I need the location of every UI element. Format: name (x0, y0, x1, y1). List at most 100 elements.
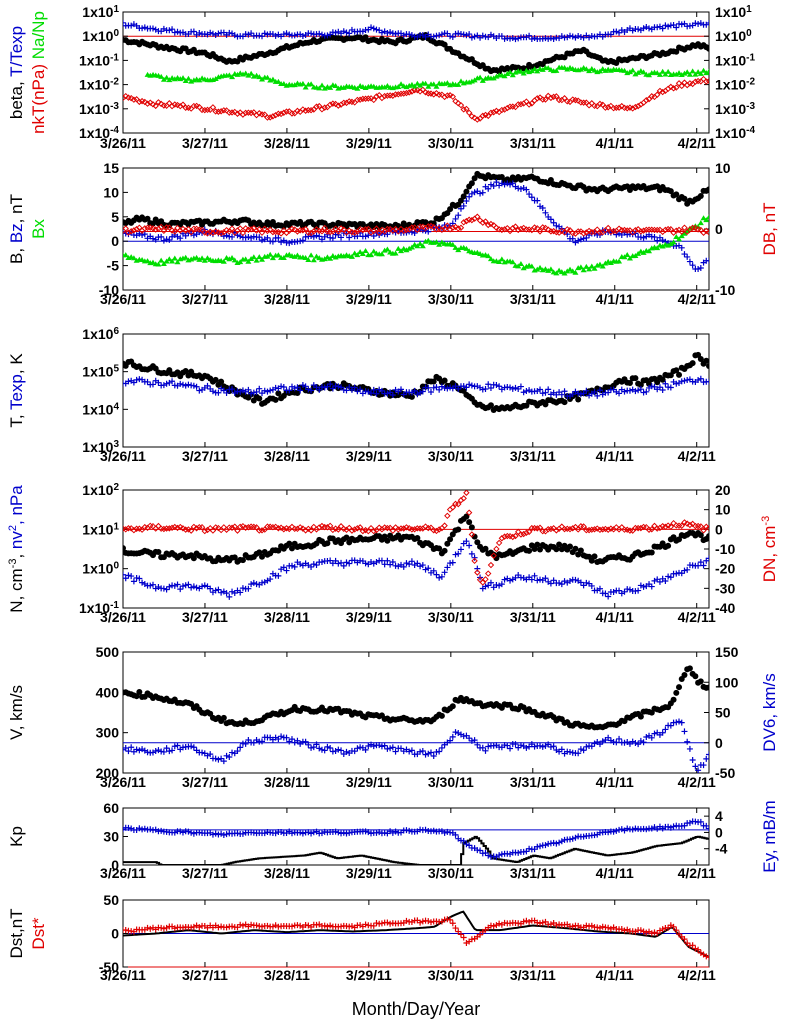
panel-beta-series-green-point (577, 66, 584, 72)
panel-t-series-black-point (697, 356, 704, 363)
panel-beta-series-green-point (299, 80, 306, 86)
panel-t-x-tick-label: 3/26/11 (100, 448, 146, 464)
panel-v-series-blue-point (207, 751, 214, 758)
panel-beta-series-blue-point (545, 35, 552, 42)
panel-b-series-green-point (534, 266, 541, 272)
panel-t-series-blue-point (681, 377, 688, 384)
panel-b-series-red-point (515, 226, 522, 234)
panel-t-series-black-point (706, 362, 709, 369)
panel-b-series-red-point (136, 224, 143, 231)
panel-kp-series-blue-point (299, 830, 306, 837)
panel-b-series-blue-point (460, 202, 467, 209)
panel-n-series-blue-point (452, 551, 459, 558)
panel-t-series-blue-point (264, 388, 271, 395)
panel-n-series-blue-point (166, 583, 173, 590)
panel-beta-series-blue-point (335, 28, 342, 35)
panel-kp-series-blue-point (179, 829, 186, 836)
panel-beta-series-blue-point (264, 31, 271, 38)
panel-b-ylabel-left: B, Bz, nT (7, 194, 26, 264)
panel-beta-series-blue-point (384, 30, 391, 37)
panel-beta-left-tick-label-base: 1x10 (82, 4, 113, 20)
panel-b-series-red-point (485, 221, 492, 229)
panel-dst-series-red-point (239, 922, 246, 929)
panel-n-series-black-point (239, 557, 246, 564)
panel-beta-left-tick-label: 1x101 (82, 4, 119, 21)
panel-v-series-blue-point (149, 749, 156, 756)
panel-t-series-black-point (272, 396, 279, 403)
panel-n-series-red-point (501, 533, 508, 540)
panel-beta-series-blue-point (643, 23, 650, 30)
panel-beta-series-red-point (544, 92, 552, 100)
panel-b-series-blue-point (329, 235, 336, 242)
panel-n-series-red-point (422, 523, 429, 530)
panel-n-series-red-point (596, 526, 604, 534)
panel-kp-series-blue-point (618, 826, 625, 833)
panel-n-series-blue-point (313, 562, 320, 569)
panel-v-series-blue-point (327, 744, 334, 751)
panel-kp-series-blue-point (158, 827, 165, 834)
panel-beta-series-red-point (408, 88, 416, 95)
panel-n-series-blue-point (212, 587, 219, 594)
panel-beta-series-red-point (561, 95, 568, 102)
panel-beta-series-red-point (610, 104, 617, 112)
panel-t-series-blue-point (621, 388, 628, 395)
panel-n-series-blue-point (648, 583, 655, 590)
panel-n-series-red-point (654, 525, 661, 532)
panel-kp-series-blue-point (667, 824, 674, 831)
panel-beta-series-blue-point (392, 30, 399, 37)
panel-v-series-blue-point (313, 741, 320, 748)
panel-n-series-blue-point (308, 563, 315, 570)
panel-t-series-blue-point (297, 387, 304, 394)
panel-v-series-blue-point (199, 749, 206, 756)
panel-n-series-blue-point (408, 558, 415, 565)
panel-b-series-red-point (408, 224, 416, 231)
panel-n-series-blue-point (179, 583, 186, 590)
panel-v-series-blue-point (689, 756, 696, 763)
panel-n-series-blue-point (621, 588, 628, 595)
panel-b-series-green-point (591, 265, 598, 271)
panel-b-series-green-point (681, 230, 688, 236)
panel-beta-series-red-point (155, 99, 162, 106)
panel-dst-ylabel-left: Dst,nT (7, 908, 26, 958)
panel-beta-left-tick-label-base: 1x10 (79, 101, 110, 117)
panel-beta-series-blue-point (515, 35, 522, 42)
panel-dst-series-red-point (158, 924, 165, 931)
panel-beta-series-green-point (269, 76, 276, 82)
panel-beta-series-red-point (517, 100, 525, 108)
panel-n-series-red-point (400, 525, 407, 532)
panel-n-series-blue-point (556, 579, 563, 586)
panel-b-series-green-point (201, 257, 208, 263)
panel-n-series-blue-point (667, 574, 674, 581)
panel-kp-series-blue-point (610, 828, 617, 835)
panel-b-ylabel-left-part-1: Bz (7, 223, 26, 243)
panel-n-series-black-point (648, 549, 655, 556)
panel-b-series-red-point (558, 227, 566, 235)
panel-n-series-blue-point (406, 561, 413, 568)
panel-v-series-blue-point (351, 748, 358, 755)
panel-b-left-tick-label: 10 (103, 184, 119, 200)
panel-v-series-black-point (686, 665, 693, 672)
panel-b-x-tick-label: 4/1/11 (596, 291, 634, 307)
panel-kp-series-blue-point (305, 829, 312, 836)
panel-b-series-red-point (152, 226, 159, 233)
panel-kp-series-blue-point (340, 829, 347, 836)
panel-n-series-red-point (356, 524, 364, 531)
panel-beta-series-red-point (441, 93, 448, 101)
panel-b-series-red-point (160, 227, 168, 235)
panel-beta-series-red-point (228, 109, 236, 116)
panel-dst-series-red-point (163, 924, 170, 931)
panel-b-series-red-point (302, 225, 309, 233)
panel-v-series-blue-point (133, 746, 140, 753)
panel-b-series-green-point (566, 266, 573, 272)
panel-beta-series-red-point (217, 108, 225, 115)
panel-t-series-blue-point (436, 386, 443, 393)
panel-n-series-blue-point (697, 559, 704, 566)
panel-beta-series-green-point (398, 81, 405, 87)
panel-beta-series-green-point (564, 66, 571, 72)
panel-n-series-black-point (441, 547, 448, 554)
panel-n-series-red-point (683, 520, 691, 527)
panel-beta-series-red-point (373, 93, 380, 100)
panel-b-series-red-point (123, 225, 129, 232)
panel-t-series-black-point (659, 376, 666, 383)
panel-b-series-blue-point (613, 231, 620, 238)
